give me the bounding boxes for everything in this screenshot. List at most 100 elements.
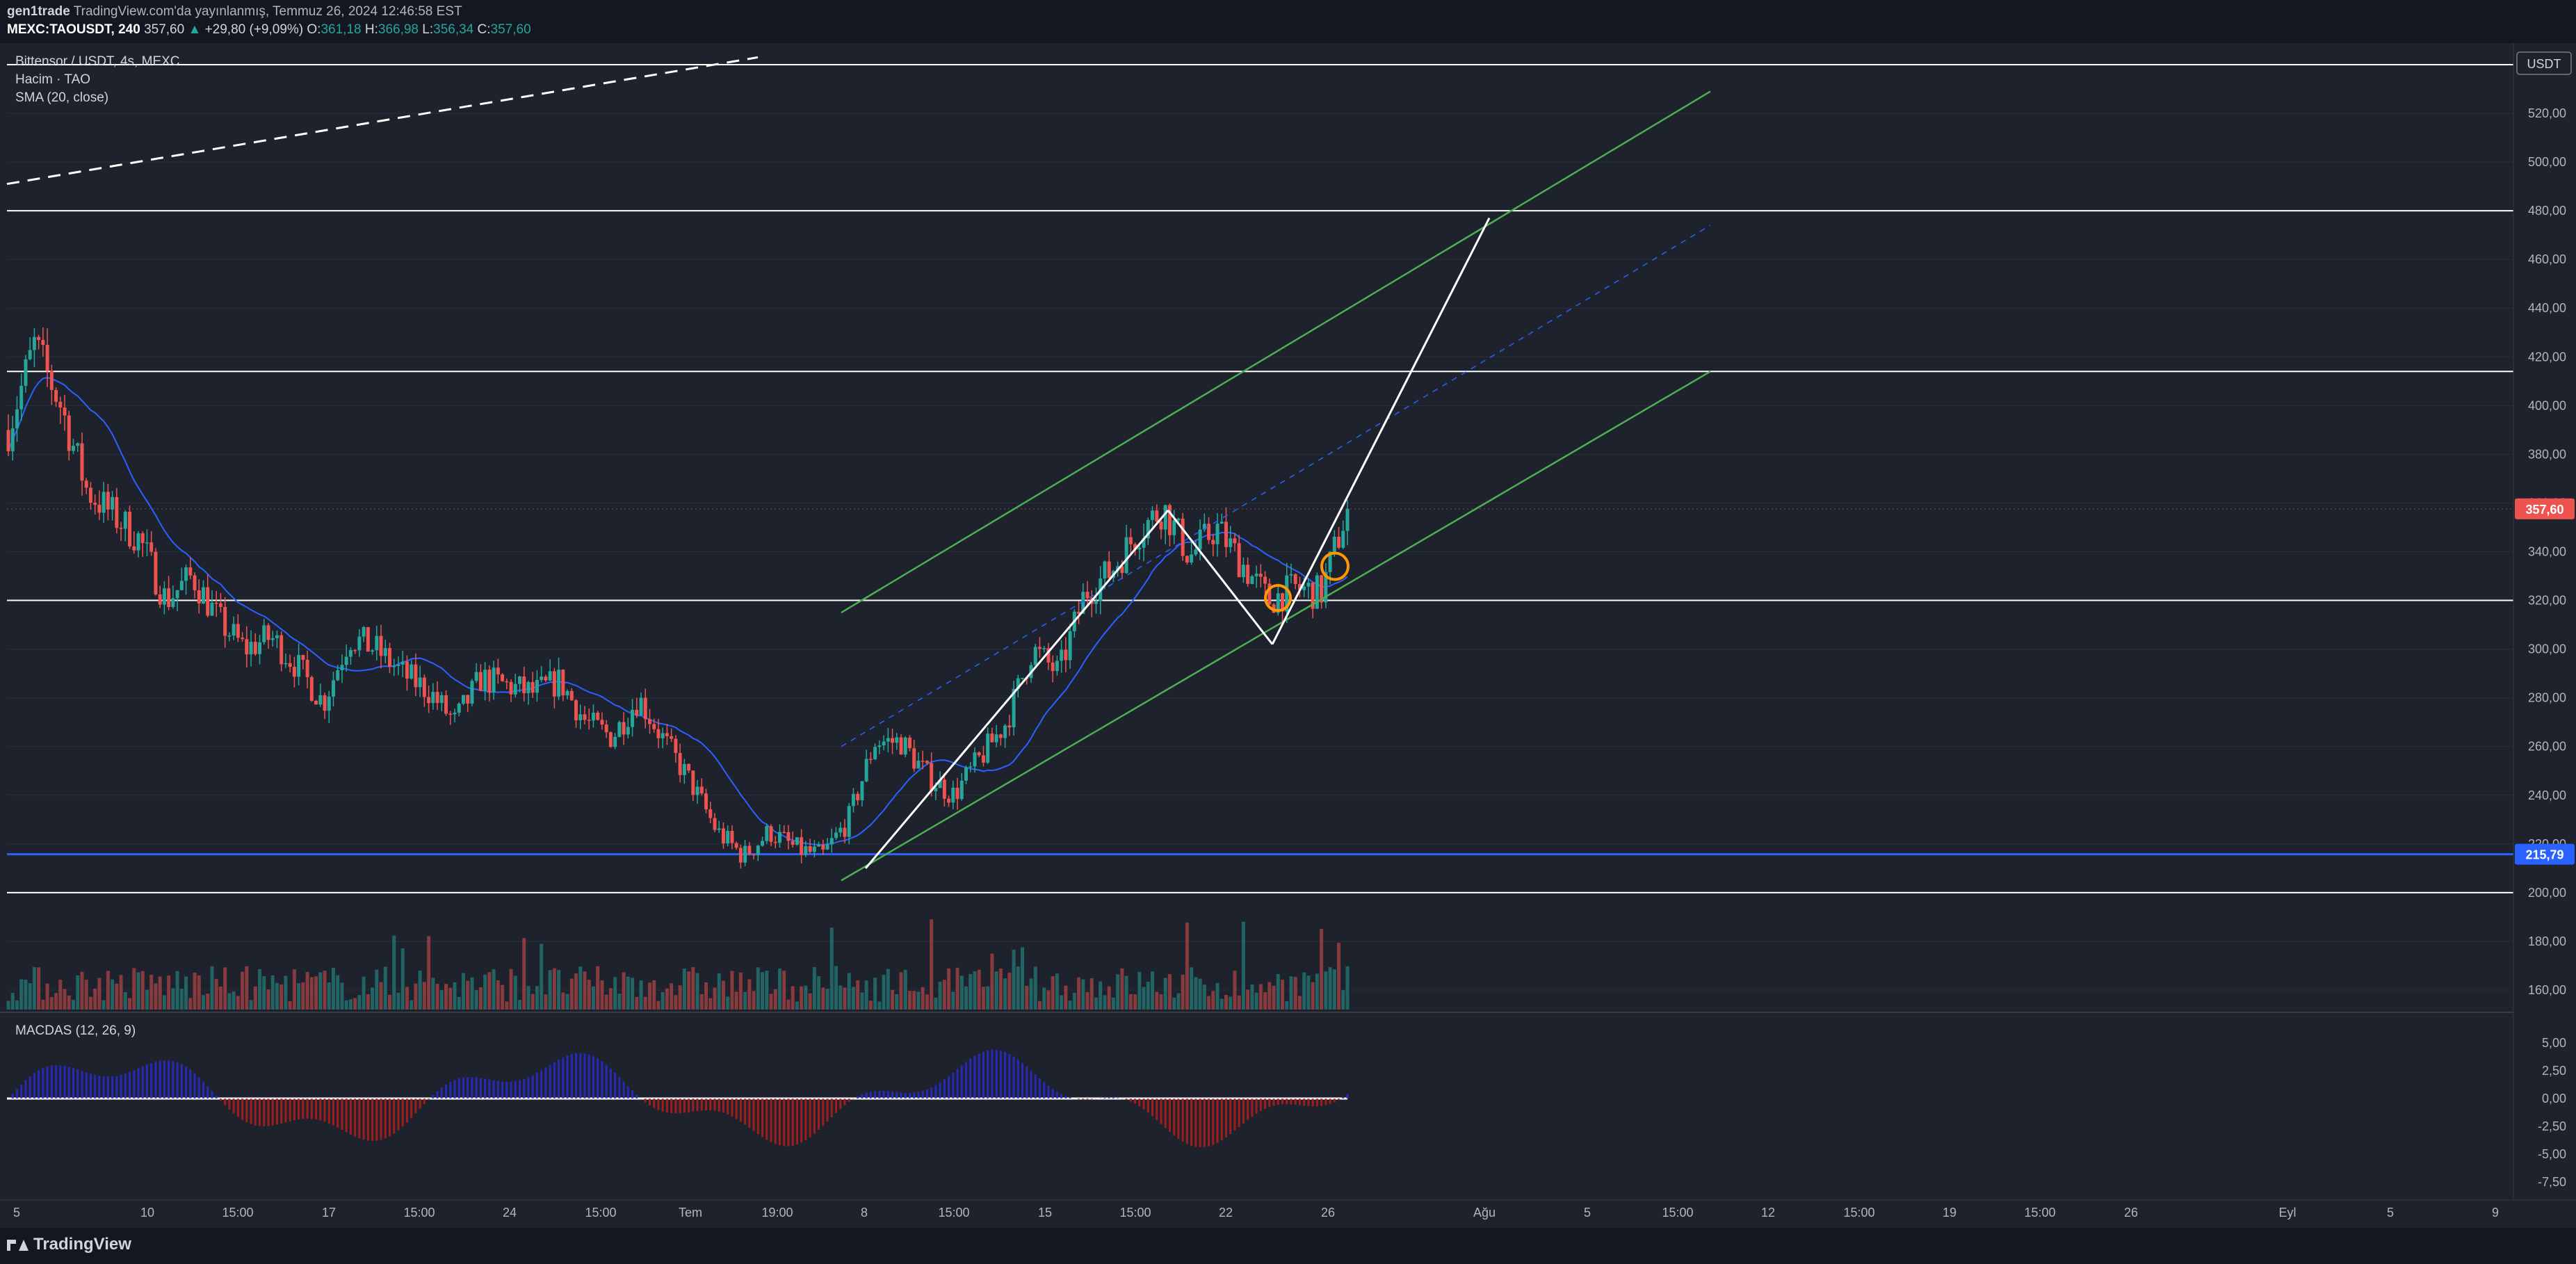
volume-bar	[752, 991, 756, 1010]
volume-bar	[678, 985, 682, 1010]
volume-bar	[210, 966, 214, 1010]
volume-bar	[431, 978, 435, 1010]
volume-legend[interactable]: Hacim · TAO	[15, 72, 91, 87]
volume-bar	[505, 1001, 509, 1010]
volume-bar	[1250, 984, 1254, 1010]
circle-marker	[1320, 551, 1350, 581]
candle-body	[969, 766, 973, 768]
candle-body	[357, 636, 362, 651]
volume-bar	[1285, 1000, 1289, 1010]
volume-bar	[1072, 992, 1076, 1010]
volume-bar	[1167, 974, 1172, 1010]
chart-canvas[interactable]: 5,00 2,50 0,00 -2,50 -5,00 -7,50 520,00 500,00 4…	[0, 43, 2576, 1228]
volume-bar	[1241, 921, 1245, 1010]
time-tick-label: 15:00	[1843, 1206, 1874, 1220]
candle-body	[80, 443, 84, 481]
time-tick-label: 9	[2492, 1206, 2499, 1220]
candle-body	[327, 696, 331, 711]
drawings-front[interactable]	[6, 56, 1711, 882]
candle-body	[1077, 611, 1081, 614]
time-axis[interactable]: 5 10 15:00 17 15:00 24 15:00 Tem 19:00 8 15:00 15 15…	[0, 1199, 2576, 1228]
candle-body	[1258, 574, 1263, 577]
volume-bar	[639, 980, 643, 1010]
volume-bar	[1124, 975, 1128, 1010]
macd-legend[interactable]: MACDAS (12, 26, 9)	[15, 1023, 136, 1038]
price-tick-label: 440,00	[2528, 301, 2566, 315]
candle-body	[371, 650, 375, 652]
candle-body	[1250, 576, 1254, 584]
volume-bar	[738, 972, 743, 1010]
volume-bar	[998, 969, 1003, 1010]
volume-bar	[344, 1000, 348, 1010]
candle-body	[994, 734, 998, 743]
candle-body	[509, 681, 513, 695]
volume-bar	[140, 971, 145, 1010]
volume-bar	[331, 968, 335, 1010]
volume-bar	[591, 986, 595, 1010]
candle-body	[1289, 574, 1293, 576]
volume-bar	[777, 969, 781, 1010]
tradingview-logo[interactable]: TradingView	[7, 1235, 131, 1254]
candle-body	[964, 767, 968, 781]
candle-body	[288, 663, 292, 667]
candle-body	[747, 845, 752, 854]
volume-bar	[453, 982, 457, 1010]
volume-bar	[158, 976, 162, 1010]
volume-bar	[1029, 978, 1033, 1010]
volume-bar	[986, 986, 990, 1010]
volume-bar	[921, 987, 925, 1010]
volume-bar	[1111, 997, 1115, 1010]
candle-body	[903, 737, 907, 755]
candles[interactable]	[6, 327, 1350, 869]
volume-bar	[284, 975, 288, 1010]
candle-body	[530, 682, 535, 693]
candle-body	[28, 350, 32, 359]
volume-bar	[461, 973, 465, 1010]
volume-bar	[587, 980, 591, 1010]
volume-bar	[800, 986, 804, 1010]
support-price-tag	[2515, 843, 2575, 865]
candle-body	[631, 709, 635, 727]
candle-body	[444, 695, 448, 714]
candle-body	[188, 567, 193, 576]
symbol-label[interactable]: MEXC:TAOUSDT, 240	[7, 22, 140, 37]
volume-bar	[704, 982, 708, 1010]
candle-body	[804, 846, 808, 855]
candle-body	[769, 826, 773, 842]
candle-body	[88, 487, 92, 503]
volume-bar	[868, 1000, 873, 1010]
candle-body	[717, 828, 721, 830]
brand-name: TradingView	[33, 1235, 131, 1254]
sma-legend[interactable]: SMA (20, close)	[15, 90, 109, 105]
open-value: 361,18	[321, 22, 362, 37]
candle-body	[1016, 678, 1020, 689]
price-tick-label: 260,00	[2528, 740, 2566, 754]
candle-body	[223, 606, 227, 636]
close-value: 357,60	[490, 22, 531, 37]
candle-body	[990, 734, 994, 743]
candle-body	[392, 665, 396, 667]
candle-body	[340, 665, 344, 671]
volume-bar	[860, 992, 864, 1010]
volume-bar	[1324, 971, 1328, 1010]
volume-bar	[292, 969, 296, 1010]
price-axis[interactable]: 5,00 2,50 0,00 -2,50 -5,00 -7,50 520,00 500,00 4…	[2513, 43, 2576, 1200]
volume-bar	[1267, 982, 1272, 1010]
volume-bar	[111, 979, 115, 1010]
grid	[7, 113, 2513, 991]
candle-body	[45, 345, 49, 371]
candle-body	[812, 846, 816, 852]
volume-bar	[847, 973, 851, 1010]
candle-body	[1176, 518, 1181, 521]
author-name[interactable]: gen1trade	[7, 4, 70, 19]
circle-marker	[1264, 584, 1292, 613]
candle-body	[1103, 561, 1107, 578]
volume-bar	[375, 969, 379, 1010]
volume-bar	[1272, 986, 1276, 1010]
volume-bar	[145, 989, 149, 1010]
volume-bar	[994, 971, 998, 1010]
candle-body	[431, 692, 435, 704]
volume-bar	[513, 975, 517, 1010]
candle-body	[596, 713, 600, 720]
volume-bar	[891, 989, 895, 1010]
